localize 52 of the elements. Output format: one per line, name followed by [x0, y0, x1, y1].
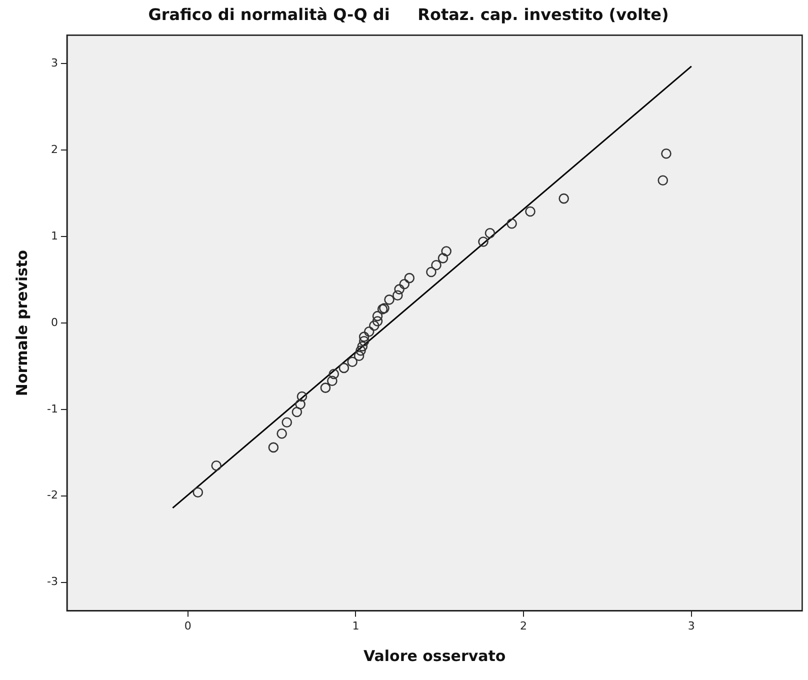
chart-title: Grafico di normalità Q-Q di Rotaz. cap. investito (volte) — [148, 4, 669, 24]
point — [661, 148, 672, 159]
point — [478, 236, 488, 247]
point — [328, 368, 340, 380]
point — [268, 442, 279, 453]
point — [357, 341, 368, 352]
point — [192, 487, 204, 498]
point — [347, 356, 358, 368]
point — [211, 460, 222, 471]
point — [426, 266, 436, 278]
point — [558, 193, 569, 204]
point — [372, 316, 383, 326]
point — [484, 228, 496, 238]
x-tick-label: 3 — [688, 619, 695, 632]
point — [372, 310, 383, 322]
point — [327, 376, 338, 386]
point — [404, 272, 415, 284]
point — [394, 284, 404, 294]
x-axis-title: Valore osservato — [363, 646, 506, 665]
y-tick-label: 1 — [50, 229, 58, 242]
y-tick-label: -1 — [47, 402, 58, 416]
point — [358, 332, 370, 342]
point — [338, 362, 350, 374]
y-tick-label: 3 — [50, 56, 58, 70]
point — [276, 428, 287, 439]
point — [295, 399, 306, 410]
point — [399, 278, 410, 290]
point — [320, 382, 331, 393]
point — [658, 175, 668, 186]
x-tick-label: 2 — [520, 619, 528, 632]
y-axis-title: Normale previsto — [12, 250, 31, 396]
point — [431, 260, 442, 270]
point — [282, 417, 292, 428]
y-tick-label: 2 — [50, 143, 58, 156]
point — [392, 290, 403, 300]
point — [358, 336, 370, 346]
y-tick-label: -3 — [47, 575, 58, 588]
point — [356, 346, 366, 356]
point — [354, 350, 364, 361]
point — [364, 326, 374, 337]
y-tick-label: 0 — [50, 316, 58, 329]
point — [506, 218, 517, 229]
x-tick-label: 0 — [184, 619, 192, 632]
point — [525, 206, 536, 217]
y-tick-label: -2 — [47, 488, 58, 502]
point — [296, 391, 308, 402]
point — [292, 406, 302, 418]
x-tick-label: 1 — [352, 619, 360, 632]
point — [384, 294, 394, 305]
point — [369, 320, 380, 331]
point — [441, 246, 452, 256]
point — [438, 253, 448, 264]
